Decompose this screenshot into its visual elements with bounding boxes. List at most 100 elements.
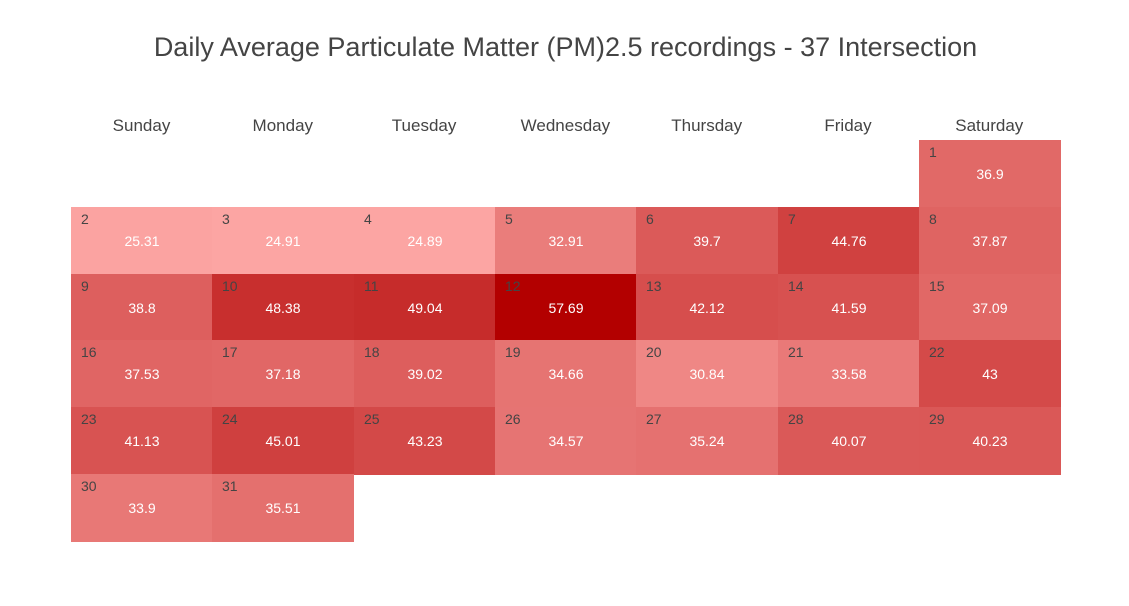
day-number: 29 (929, 411, 945, 427)
day-number: 13 (646, 278, 662, 294)
day-cell: 4 24.89 (354, 207, 496, 275)
weekday-label: Wednesday (520, 116, 611, 135)
day-number: 28 (788, 411, 804, 427)
day-cell: 18 39.02 (354, 340, 496, 408)
day-number: 4 (364, 211, 372, 227)
day-value-label: 36.9 (976, 166, 1004, 182)
day-value-label: 37.09 (972, 300, 1008, 316)
weekday-label: Friday (824, 116, 872, 135)
day-value-label: 37.53 (124, 366, 160, 382)
day-value-label: 30.84 (689, 366, 725, 382)
weekday-label: Thursday (671, 116, 743, 135)
day-value-label: 24.89 (407, 233, 443, 249)
weekday-label: Tuesday (391, 116, 457, 135)
day-value-label: 37.18 (265, 366, 301, 382)
day-value-label: 45.01 (265, 433, 301, 449)
day-value-label: 40.23 (972, 433, 1008, 449)
day-cell: 9 38.8 (71, 274, 213, 342)
day-value-label: 25.31 (124, 233, 160, 249)
day-cell: 28 40.07 (778, 407, 920, 475)
day-cell: 26 34.57 (495, 407, 637, 475)
day-cell: 16 37.53 (71, 340, 213, 408)
day-cell: 13 42.12 (636, 274, 778, 342)
day-cell: 3 24.91 (212, 207, 354, 275)
day-value-label: 39.02 (407, 366, 443, 382)
day-value-label: 32.91 (548, 233, 584, 249)
day-cell: 23 41.13 (71, 407, 213, 475)
day-value-label: 41.59 (831, 300, 867, 316)
day-value-label: 44.76 (831, 233, 867, 249)
day-value-label: 41.13 (124, 433, 160, 449)
day-cell: 29 40.23 (919, 407, 1061, 475)
day-value-label: 43 (982, 366, 998, 382)
day-number: 22 (929, 344, 945, 360)
weekday-label: Saturday (955, 116, 1024, 135)
day-number: 6 (646, 211, 654, 227)
day-number: 23 (81, 411, 97, 427)
day-number: 27 (646, 411, 662, 427)
day-cell: 31 35.51 (212, 474, 354, 542)
day-number: 10 (222, 278, 238, 294)
day-value-label: 39.7 (693, 233, 721, 249)
day-cell: 14 41.59 (778, 274, 920, 342)
day-number: 2 (81, 211, 89, 227)
day-cell: 10 48.38 (212, 274, 354, 342)
day-number: 12 (505, 278, 521, 294)
weekday-label: Monday (252, 116, 314, 135)
day-value-label: 24.91 (265, 233, 301, 249)
day-value-label: 33.58 (831, 366, 867, 382)
weekday-label: Sunday (112, 116, 171, 135)
day-number: 19 (505, 344, 521, 360)
day-value-label: 57.69 (548, 300, 584, 316)
day-number: 8 (929, 211, 937, 227)
day-cell: 25 43.23 (354, 407, 496, 475)
day-number: 30 (81, 478, 97, 494)
day-cell: 21 33.58 (778, 340, 920, 408)
day-value-label: 42.12 (689, 300, 725, 316)
day-number: 16 (81, 344, 97, 360)
day-value-label: 34.66 (548, 366, 584, 382)
day-cell: 20 30.84 (636, 340, 778, 408)
day-cell: 30 33.9 (71, 474, 213, 542)
day-cell: 19 34.66 (495, 340, 637, 408)
day-number: 7 (788, 211, 796, 227)
chart-title: Daily Average Particulate Matter (PM)2.5… (153, 32, 978, 62)
day-cell: 22 43 (919, 340, 1061, 408)
day-number: 25 (364, 411, 380, 427)
day-number: 26 (505, 411, 521, 427)
day-number: 3 (222, 211, 230, 227)
day-cell: 6 39.7 (636, 207, 778, 275)
day-value-label: 43.23 (407, 433, 443, 449)
day-cell: 5 32.91 (495, 207, 637, 275)
day-number: 1 (929, 144, 937, 160)
day-value-label: 40.07 (831, 433, 867, 449)
day-value-label: 49.04 (407, 300, 443, 316)
day-value-label: 35.51 (265, 500, 301, 516)
day-value-label: 48.38 (265, 300, 301, 316)
day-cell: 17 37.18 (212, 340, 354, 408)
day-cell: 8 37.87 (919, 207, 1061, 275)
day-value-label: 37.87 (972, 233, 1008, 249)
day-value-label: 34.57 (548, 433, 584, 449)
day-number: 24 (222, 411, 238, 427)
day-value-label: 38.8 (128, 300, 156, 316)
day-cell: 15 37.09 (919, 274, 1061, 342)
day-value-label: 35.24 (689, 433, 725, 449)
day-number: 11 (364, 278, 379, 294)
day-number: 20 (646, 344, 662, 360)
day-number: 21 (788, 344, 804, 360)
day-cell: 1 36.9 (919, 140, 1061, 208)
day-cell: 11 49.04 (354, 274, 496, 342)
day-cell: 27 35.24 (636, 407, 778, 475)
day-cell: 2 25.31 (71, 207, 213, 275)
day-cell: 12 57.69 (495, 274, 637, 342)
day-value-label: 33.9 (128, 500, 156, 516)
day-cell: 24 45.01 (212, 407, 354, 475)
day-cell: 7 44.76 (778, 207, 920, 275)
day-number: 15 (929, 278, 945, 294)
day-number: 5 (505, 211, 513, 227)
day-number: 31 (222, 478, 238, 494)
day-number: 18 (364, 344, 380, 360)
day-number: 9 (81, 278, 89, 294)
day-number: 17 (222, 344, 238, 360)
